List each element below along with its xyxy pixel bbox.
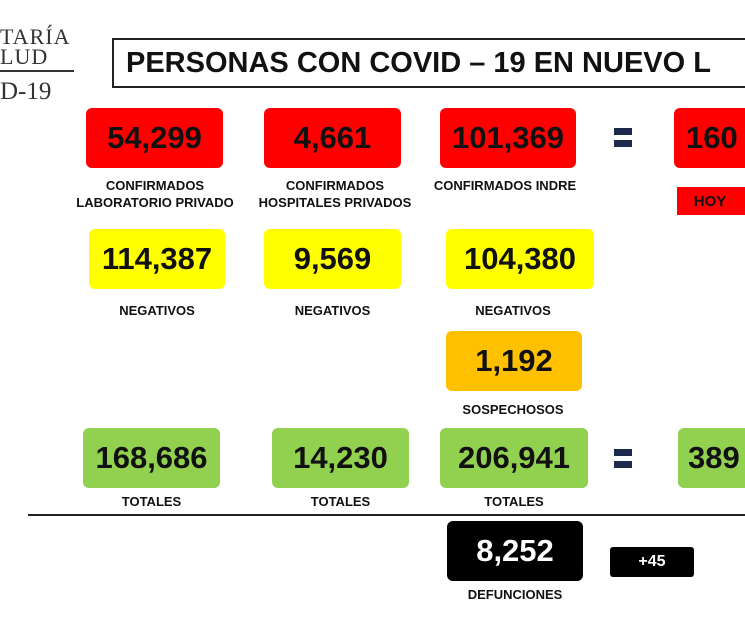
confirmados-lab-privado-label: CONFIRMADOS LABORATORIO PRIVADO <box>60 177 250 211</box>
confirmados-indre-value: 101,369 <box>440 108 576 168</box>
confirmados-hospitales-label: CONFIRMADOS HOSPITALES PRIVADOS <box>245 177 425 211</box>
sospechosos-value: 1,192 <box>446 331 582 391</box>
confirmados-lab-privado-label-line2: LABORATORIO PRIVADO <box>76 195 234 210</box>
confirmados-hospitales-label-line2: HOSPITALES PRIVADOS <box>258 195 412 210</box>
totales-hospitales-value: 14,230 <box>272 428 409 488</box>
totales-total-value: 389 <box>678 428 745 488</box>
totales-lab-privado-label: TOTALES <box>121 494 182 509</box>
negativos-indre-label: NEGATIVOS <box>475 303 551 318</box>
confirmados-indre-label: CONFIRMADOS INDRE <box>433 178 577 193</box>
totales-indre-value: 206,941 <box>440 428 588 488</box>
confirmados-hospitales-label-line1: CONFIRMADOS <box>285 178 385 193</box>
defunciones-increment-badge: +45 <box>610 547 694 577</box>
negativos-lab-privado-label: NEGATIVOS <box>119 303 195 318</box>
logo-divider <box>0 70 74 72</box>
negativos-indre-value: 104,380 <box>446 229 594 289</box>
logo-line-2: LUD <box>0 44 49 69</box>
equals-icon <box>614 449 632 468</box>
defunciones-label: DEFUNCIONES <box>467 587 563 602</box>
totales-hospitales-label: TOTALES <box>310 494 371 509</box>
defunciones-value: 8,252 <box>447 521 583 581</box>
confirmados-lab-privado-label-line1: CONFIRMADOS <box>105 178 205 193</box>
totales-lab-privado-value: 168,686 <box>83 428 220 488</box>
logo-line-1: TARÍA <box>0 24 71 49</box>
section-divider <box>28 514 745 516</box>
negativos-hospitales-label: NEGATIVOS <box>294 303 371 318</box>
totales-indre-label: TOTALES <box>484 494 544 509</box>
negativos-hospitales-value: 9,569 <box>264 229 401 289</box>
confirmados-lab-privado-value: 54,299 <box>86 108 223 168</box>
hoy-badge: HOY <box>677 187 745 215</box>
negativos-lab-privado-value: 114,387 <box>89 229 225 289</box>
page-title-text: PERSONAS CON COVID – 19 EN NUEVO L <box>126 46 711 79</box>
sospechosos-label: SOSPECHOSOS <box>462 402 564 417</box>
page-title: PERSONAS CON COVID – 19 EN NUEVO L <box>112 38 745 88</box>
confirmados-total-value: 160 <box>674 108 745 168</box>
confirmados-hospitales-value: 4,661 <box>264 108 401 168</box>
equals-icon <box>614 128 632 147</box>
logo-line-3: D-19 <box>0 78 52 105</box>
